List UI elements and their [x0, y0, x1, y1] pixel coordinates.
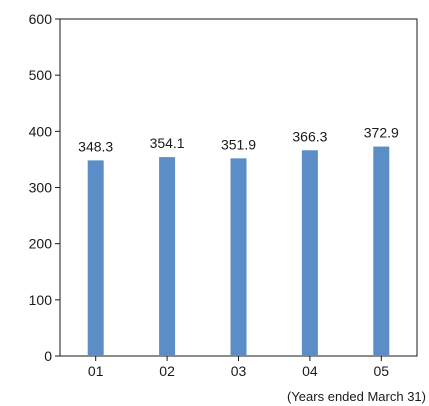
bar-04	[301, 150, 318, 356]
years-footnote: (Years ended March 31)	[287, 389, 426, 404]
x-tick-label: 03	[231, 363, 247, 379]
bar-01	[87, 160, 104, 356]
bar-02	[159, 157, 176, 356]
y-tick-label: 0	[44, 348, 52, 364]
y-tick-label: 200	[29, 236, 53, 252]
x-tick-label: 02	[159, 363, 175, 379]
bar-03	[230, 158, 247, 356]
x-tick-label: 05	[374, 363, 390, 379]
bar-value-label: 366.3	[292, 128, 327, 144]
y-axis: 0 100 200 300 400 500 600	[29, 11, 60, 364]
x-axis: 01 02 03 04 05	[88, 356, 389, 379]
y-tick-label: 100	[29, 292, 53, 308]
bars-group: 348.3 354.1 351.9 366.3 372.9	[78, 125, 399, 356]
y-tick-label: 300	[29, 180, 53, 196]
bar-05	[373, 146, 390, 356]
x-tick-label: 01	[88, 363, 104, 379]
bar-value-label: 354.1	[150, 135, 185, 151]
bar-value-label: 348.3	[78, 138, 113, 154]
x-tick-label: 04	[302, 363, 318, 379]
bar-value-label: 372.9	[364, 125, 399, 141]
y-tick-label: 400	[29, 123, 53, 139]
bar-value-label: 351.9	[221, 136, 256, 152]
y-tick-label: 500	[29, 67, 53, 83]
y-tick-label: 600	[29, 11, 53, 27]
